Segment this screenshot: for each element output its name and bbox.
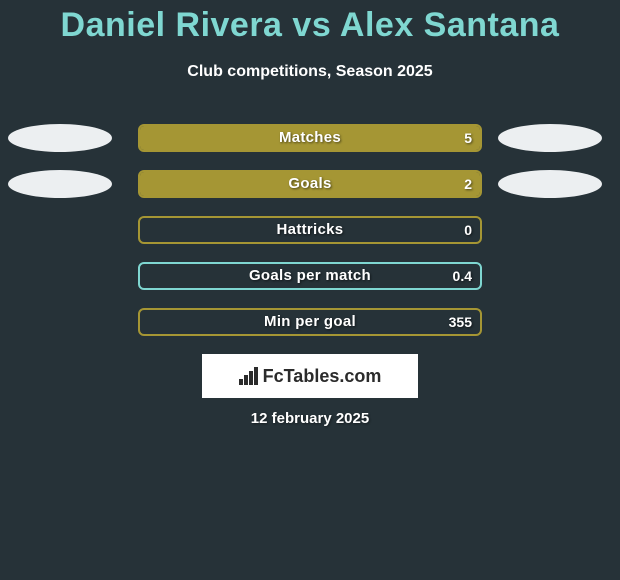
stat-row: Hattricks0 [0,210,620,256]
logo-text: FcTables.com [263,366,382,387]
bar-value: 0.4 [453,264,472,288]
bar-value: 5 [464,126,472,150]
logo-text-suffix: .com [339,366,381,386]
source-logo: FcTables.com [202,354,418,398]
date-text: 12 february 2025 [0,410,620,427]
right-ellipse-icon [498,124,602,152]
page-title: Daniel Rivera vs Alex Santana [0,0,620,45]
bar-value: 0 [464,218,472,242]
comparison-infographic: Daniel Rivera vs Alex Santana Club compe… [0,0,620,580]
logo-text-mid: cTables [274,366,340,386]
bar-track: Min per goal355 [138,308,482,336]
bar-value: 2 [464,172,472,196]
logo-inner: FcTables.com [239,366,382,387]
stat-row: Goals per match0.4 [0,256,620,302]
bar-value: 355 [449,310,472,334]
bar-label: Goals per match [140,264,480,288]
bar-track: Matches5 [138,124,482,152]
bars-icon [239,367,259,385]
bar-track: Hattricks0 [138,216,482,244]
left-ellipse-icon [8,170,112,198]
left-ellipse-icon [8,124,112,152]
bar-label: Goals [140,172,480,196]
bar-label: Min per goal [140,310,480,334]
page-subtitle: Club competitions, Season 2025 [0,63,620,81]
bar-label: Hattricks [140,218,480,242]
bar-track: Goals per match0.4 [138,262,482,290]
bar-label: Matches [140,126,480,150]
stat-row: Min per goal355 [0,302,620,348]
stat-row: Matches5 [0,118,620,164]
bar-track: Goals2 [138,170,482,198]
right-ellipse-icon [498,170,602,198]
stat-rows: Matches5Goals2Hattricks0Goals per match0… [0,118,620,348]
logo-text-f: F [263,366,274,386]
stat-row: Goals2 [0,164,620,210]
